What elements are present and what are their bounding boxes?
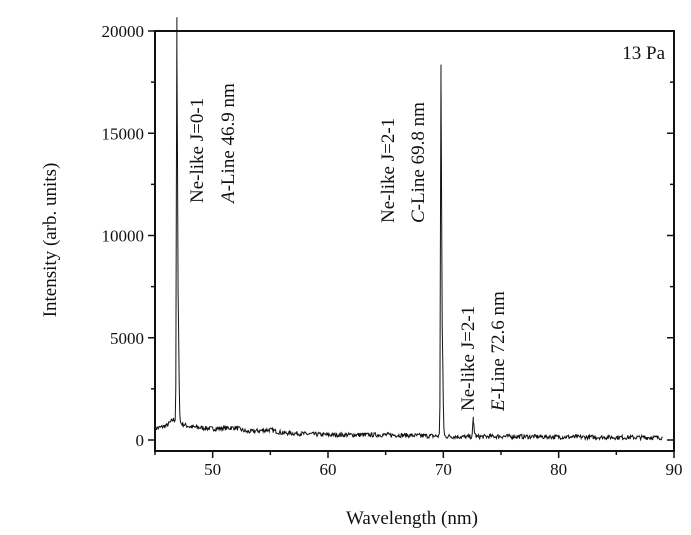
- axes: 0 5000 10000 15000 20000 50 60 70 80 90: [102, 22, 683, 479]
- y-tick-label: 15000: [102, 124, 145, 143]
- plot-frame: [154, 30, 675, 452]
- x-tick-label: 50: [204, 460, 221, 479]
- x-tick-label: 70: [435, 460, 452, 479]
- spectrum-line: [154, 17, 663, 442]
- pressure-label: 13 Pa: [622, 43, 665, 64]
- annotation-a-line-2: A-Line 46.9 nm: [218, 83, 239, 205]
- annotation-e-line-2: E-Line 72.6 nm: [488, 291, 509, 412]
- y-tick-label: 5000: [110, 329, 144, 348]
- x-tick-label: 90: [666, 460, 683, 479]
- annotation-c-line-2: C-Line 69.8 nm: [408, 102, 429, 223]
- annotation-c-line-1: Ne-like J=2-1: [378, 118, 399, 223]
- annotation-e-line-1: Ne-like J=2-1: [458, 306, 479, 411]
- y-axis-label: Intensity (arb. units): [40, 163, 61, 318]
- y-tick-label: 20000: [102, 22, 145, 41]
- y-tick-label: 0: [136, 431, 145, 450]
- x-tick-label: 60: [320, 460, 337, 479]
- annotation-a-line-1: Ne-like J=0-1: [187, 98, 208, 203]
- y-tick-label: 10000: [102, 227, 145, 246]
- x-axis-label: Wavelength (nm): [346, 508, 478, 529]
- x-tick-label: 80: [550, 460, 567, 479]
